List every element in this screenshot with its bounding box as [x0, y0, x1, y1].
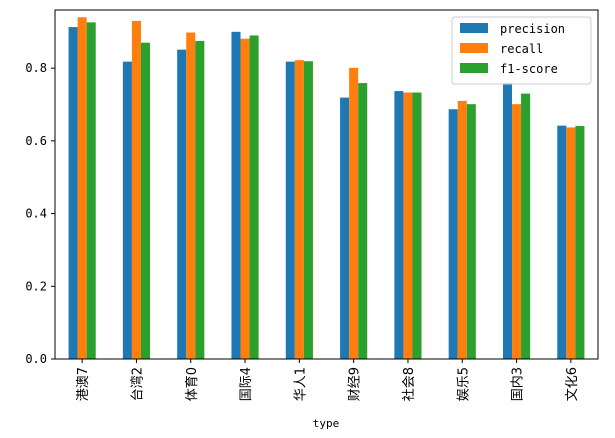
x-tick-label: 娱乐5: [456, 367, 471, 401]
plot-frame: [54, 9, 599, 360]
bar-precision-3: [231, 31, 241, 360]
bar-precision-1: [122, 61, 132, 360]
bar-f1-score-2: [195, 40, 205, 360]
x-tick-label: 华人1: [293, 367, 308, 401]
bar-recall-1: [131, 20, 141, 359]
bar-precision-8: [502, 82, 513, 360]
bar-precision-5: [340, 97, 350, 360]
bar-f1-score-6: [412, 92, 422, 360]
y-tick-label: 0.6: [25, 134, 47, 148]
legend-swatch-precision: [460, 23, 488, 33]
bar-f1-score-9: [575, 125, 585, 359]
x-tick-label: 财经9: [348, 367, 363, 401]
bar-precision-6: [394, 91, 404, 359]
bar-recall-7: [457, 100, 467, 359]
x-tick-label: 文化6: [565, 367, 580, 401]
bar-recall-6: [403, 92, 413, 360]
legend-label-precision: precision: [500, 22, 565, 36]
y-tick-label: 0.2: [25, 279, 47, 293]
bar-f1-score-8: [521, 93, 531, 360]
bar-recall-5: [349, 67, 359, 360]
bars-group: [68, 17, 585, 360]
bar-f1-score-4: [303, 61, 313, 359]
bar-recall-8: [512, 104, 522, 359]
y-tick-label: 0.4: [25, 207, 47, 221]
bar-precision-7: [448, 109, 458, 359]
x-tick-label: 港澳7: [75, 367, 91, 401]
x-tick-label: 国内3: [510, 367, 526, 401]
x-axis: 港澳7 台湾2 体育0 国际4 华人1 财经9 社会8 娱乐5 国内3 文化6: [75, 359, 580, 401]
bar-f1-score-5: [358, 83, 368, 359]
x-tick-label: 社会8: [401, 367, 417, 401]
bar-recall-3: [240, 38, 250, 359]
bar-f1-score-7: [466, 104, 476, 359]
bar-recall-0: [77, 17, 87, 360]
bar-recall-4: [294, 60, 304, 360]
legend-label-recall: recall: [500, 42, 543, 56]
bar-recall-9: [566, 127, 576, 359]
y-axis: 0.0 0.2 0.4 0.6 0.8: [25, 61, 55, 366]
x-tick-label: 体育0: [184, 367, 200, 401]
x-tick-label: 台湾2: [129, 367, 145, 401]
bar-precision-0: [68, 27, 78, 360]
legend: precision recall f1-score: [451, 16, 592, 85]
bar-f1-score-3: [249, 35, 259, 359]
x-axis-title: type: [313, 417, 340, 430]
y-tick-label: 0.8: [25, 61, 47, 75]
bar-f1-score-0: [86, 22, 96, 360]
legend-swatch-recall: [460, 43, 488, 53]
bar-precision-2: [177, 49, 187, 359]
y-tick-label: 0.0: [25, 352, 47, 366]
bar-recall-2: [186, 32, 196, 359]
bar-f1-score-1: [140, 42, 151, 359]
bar-precision-9: [557, 125, 567, 359]
legend-swatch-f1-score: [460, 63, 488, 73]
x-tick-label: 国际4: [239, 367, 254, 401]
bar-precision-4: [285, 61, 295, 360]
legend-label-f1-score: f1-score: [500, 62, 558, 76]
